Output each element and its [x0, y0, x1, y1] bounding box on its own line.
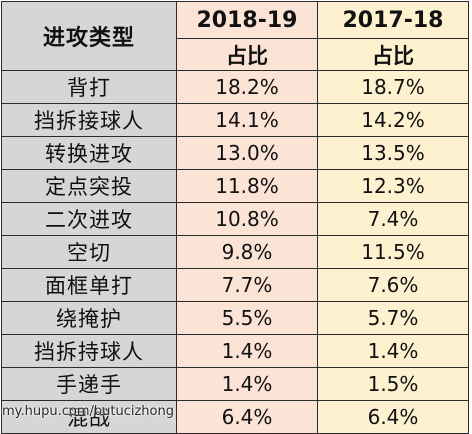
table-row: 手递手 1.4% 1.5% — [1, 367, 469, 401]
offense-type-cell: 背打 — [1, 70, 177, 104]
offense-type-cell: 定点突投 — [1, 169, 177, 203]
season-2018-19-header: 2018-19 — [176, 1, 318, 39]
table-row: 挡拆接球人 14.1% 14.2% — [1, 103, 469, 137]
table-row: 转换进攻 13.0% 13.5% — [1, 136, 469, 170]
watermark-text: my.hupu.com/butucizhong — [2, 404, 174, 419]
offense-type-cell: 面框单打 — [1, 268, 177, 302]
share-2017-18-cell: 13.5% — [317, 136, 469, 170]
table-row: 背打 18.2% 18.7% — [1, 70, 469, 104]
table-row: 空切 9.8% 11.5% — [1, 235, 469, 269]
share-2018-19-cell: 10.8% — [176, 202, 318, 236]
offense-type-cell: 挡拆持球人 — [1, 334, 177, 368]
share-2017-18-cell: 6.4% — [317, 400, 469, 434]
offense-type-cell: 绕掩护 — [1, 301, 177, 335]
table-row: 绕掩护 5.5% 5.7% — [1, 301, 469, 335]
share-2018-19-cell: 14.1% — [176, 103, 318, 137]
share-2018-19-cell: 5.5% — [176, 301, 318, 335]
share-2018-19-cell: 11.8% — [176, 169, 318, 203]
share-2018-19-cell: 1.4% — [176, 367, 318, 401]
offense-type-cell: 转换进攻 — [1, 136, 177, 170]
share-2018-19-cell: 7.7% — [176, 268, 318, 302]
table-body: 进攻类型 2018-19 2017-18 占比 占比 — [1, 1, 469, 71]
share-2017-18-cell: 1.4% — [317, 334, 469, 368]
share-2017-18-cell: 18.7% — [317, 70, 469, 104]
share-header-2017-18: 占比 — [317, 38, 469, 71]
season-2017-18-header: 2017-18 — [317, 1, 469, 39]
share-2018-19-cell: 1.4% — [176, 334, 318, 368]
share-2017-18-cell: 7.4% — [317, 202, 469, 236]
type-column-header: 进攻类型 — [1, 1, 177, 71]
table-row: 定点突投 11.8% 12.3% — [1, 169, 469, 203]
table-row: 二次进攻 10.8% 7.4% — [1, 202, 469, 236]
share-2017-18-cell: 5.7% — [317, 301, 469, 335]
share-2018-19-cell: 9.8% — [176, 235, 318, 269]
share-2017-18-cell: 1.5% — [317, 367, 469, 401]
share-2017-18-cell: 12.3% — [317, 169, 469, 203]
offense-type-cell: 手递手 — [1, 367, 177, 401]
header-row: 进攻类型 2018-19 2017-18 — [1, 1, 469, 71]
offense-type-cell: 挡拆接球人 — [1, 103, 177, 137]
share-2017-18-cell: 11.5% — [317, 235, 469, 269]
data-rows: 背打 18.2% 18.7% 挡拆接球人 14.1% 14.2% 转换进攻 13.0% 13.5… — [1, 70, 469, 434]
share-2018-19-cell: 6.4% — [176, 400, 318, 434]
offense-type-cell: 空切 — [1, 235, 177, 269]
share-2017-18-cell: 14.2% — [317, 103, 469, 137]
share-header-2018-19: 占比 — [176, 38, 318, 71]
subheader-row: 占比 占比 — [2, 38, 469, 71]
table-row: 挡拆持球人 1.4% 1.4% — [1, 334, 469, 368]
share-2018-19-cell: 13.0% — [176, 136, 318, 170]
share-2017-18-cell: 7.6% — [317, 268, 469, 302]
table-row: 面框单打 7.7% 7.6% — [1, 268, 469, 302]
share-2018-19-cell: 18.2% — [176, 70, 318, 104]
offense-type-cell: 二次进攻 — [1, 202, 177, 236]
